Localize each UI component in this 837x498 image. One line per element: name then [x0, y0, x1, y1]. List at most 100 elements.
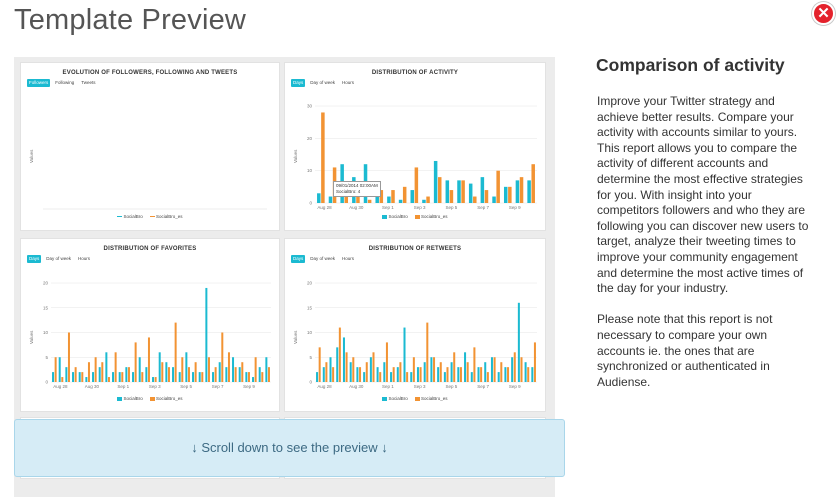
bar-socialbro-es[interactable]	[61, 377, 64, 382]
bar-socialbro-es[interactable]	[321, 112, 325, 203]
bar-socialbro[interactable]	[511, 357, 514, 382]
bar-socialbro-es[interactable]	[449, 190, 454, 203]
bar-socialbro-es[interactable]	[241, 362, 244, 382]
bar-socialbro[interactable]	[375, 193, 379, 203]
bar-socialbro-es[interactable]	[459, 367, 462, 382]
bar-socialbro-es[interactable]	[419, 367, 422, 382]
bar-socialbro[interactable]	[52, 372, 55, 382]
tab-following[interactable]: Following	[55, 80, 75, 85]
bar-socialbro[interactable]	[433, 160, 438, 203]
bar-socialbro-es[interactable]	[107, 377, 110, 382]
bar-socialbro[interactable]	[65, 367, 68, 382]
legend-item-socialbro-es[interactable]: SocialBro_es	[150, 396, 183, 401]
bar-socialbro[interactable]	[504, 367, 507, 382]
bar-socialbro-es[interactable]	[161, 362, 164, 382]
bar-socialbro-es[interactable]	[207, 357, 210, 382]
bar-socialbro-es[interactable]	[201, 372, 204, 382]
bar-socialbro[interactable]	[410, 190, 415, 203]
bar-socialbro-es[interactable]	[214, 367, 217, 382]
bar-socialbro-es[interactable]	[332, 367, 335, 382]
bar-socialbro-es[interactable]	[507, 367, 510, 382]
bar-socialbro-es[interactable]	[338, 327, 341, 382]
bar-socialbro-es[interactable]	[520, 357, 523, 382]
bar-socialbro[interactable]	[317, 193, 321, 203]
bar-socialbro[interactable]	[457, 367, 460, 382]
bar-socialbro[interactable]	[416, 367, 419, 382]
legend-item-socialbro-es[interactable]: SocialBro_es	[415, 214, 448, 219]
legend-item-socialbro[interactable]: SocialBro	[117, 214, 143, 219]
bar-socialbro[interactable]	[410, 372, 413, 382]
bar-socialbro[interactable]	[172, 367, 175, 382]
bar-socialbro-es[interactable]	[519, 177, 524, 203]
bar-socialbro-es[interactable]	[392, 367, 395, 382]
bar-socialbro[interactable]	[238, 367, 241, 382]
bar-socialbro[interactable]	[329, 357, 332, 382]
bar-socialbro[interactable]	[468, 183, 473, 203]
bar-socialbro[interactable]	[72, 372, 75, 382]
bar-socialbro[interactable]	[383, 362, 386, 382]
tab-day-of-week[interactable]: Day of week	[310, 256, 336, 261]
bar-socialbro[interactable]	[185, 352, 188, 382]
bar-socialbro-es[interactable]	[254, 357, 257, 382]
bar-socialbro[interactable]	[527, 180, 531, 203]
bar-socialbro[interactable]	[445, 180, 450, 203]
tab-hours[interactable]: Hours	[342, 256, 355, 261]
bar-socialbro-es[interactable]	[227, 352, 230, 382]
bar-socialbro-es[interactable]	[437, 177, 442, 203]
bar-socialbro[interactable]	[316, 372, 319, 382]
bar-socialbro[interactable]	[212, 372, 215, 382]
bar-socialbro[interactable]	[58, 357, 61, 382]
bar-socialbro[interactable]	[396, 367, 399, 382]
bar-socialbro[interactable]	[138, 357, 141, 382]
tab-hours[interactable]: Hours	[78, 256, 91, 261]
bar-socialbro-es[interactable]	[426, 196, 430, 203]
bar-socialbro[interactable]	[152, 377, 155, 382]
bar-socialbro[interactable]	[258, 367, 261, 382]
bar-socialbro-es[interactable]	[533, 342, 536, 382]
bar-socialbro-es[interactable]	[74, 367, 77, 382]
bar-socialbro-es[interactable]	[187, 367, 190, 382]
bar-socialbro-es[interactable]	[365, 362, 368, 382]
bar-socialbro[interactable]	[437, 367, 440, 382]
bar-socialbro[interactable]	[232, 357, 235, 382]
bar-socialbro-es[interactable]	[94, 357, 97, 382]
bar-socialbro-es[interactable]	[513, 352, 516, 382]
bar-socialbro-es[interactable]	[194, 362, 197, 382]
bar-socialbro-es[interactable]	[372, 352, 375, 382]
bar-socialbro-es[interactable]	[54, 357, 57, 382]
bar-socialbro-es[interactable]	[531, 164, 535, 203]
bar-socialbro-es[interactable]	[426, 322, 429, 382]
bar-socialbro[interactable]	[92, 372, 95, 382]
legend-item-socialbro[interactable]: SocialBro	[382, 214, 408, 219]
bar-socialbro-es[interactable]	[127, 367, 130, 382]
bar-socialbro[interactable]	[376, 367, 379, 382]
bar-socialbro-es[interactable]	[87, 362, 90, 382]
bar-socialbro[interactable]	[198, 372, 201, 382]
bar-socialbro[interactable]	[422, 199, 426, 203]
bar-socialbro[interactable]	[369, 357, 372, 382]
bar-socialbro-es[interactable]	[466, 362, 469, 382]
bar-socialbro[interactable]	[98, 367, 101, 382]
bar-socialbro[interactable]	[245, 372, 248, 382]
bar-socialbro[interactable]	[457, 180, 461, 203]
legend-item-socialbro[interactable]: SocialBro	[117, 396, 143, 401]
bar-socialbro-es[interactable]	[406, 372, 409, 382]
tab-days[interactable]: Days	[27, 255, 42, 263]
tab-days[interactable]: Days	[291, 255, 306, 263]
bar-socialbro-es[interactable]	[101, 362, 104, 382]
bar-socialbro[interactable]	[105, 352, 108, 382]
legend-item-socialbro[interactable]: SocialBro	[382, 396, 408, 401]
bar-socialbro-es[interactable]	[439, 362, 442, 382]
bar-socialbro-es[interactable]	[147, 337, 150, 382]
bar-socialbro-es[interactable]	[318, 347, 321, 382]
bar-socialbro[interactable]	[225, 367, 228, 382]
bar-socialbro[interactable]	[178, 372, 181, 382]
bar-socialbro[interactable]	[464, 352, 467, 382]
bar-socialbro[interactable]	[423, 362, 426, 382]
bar-socialbro-es[interactable]	[486, 372, 489, 382]
bar-socialbro[interactable]	[430, 357, 433, 382]
bar-socialbro-es[interactable]	[267, 367, 270, 382]
bar-socialbro-es[interactable]	[385, 342, 388, 382]
bar-socialbro[interactable]	[192, 372, 195, 382]
bar-socialbro[interactable]	[443, 372, 446, 382]
